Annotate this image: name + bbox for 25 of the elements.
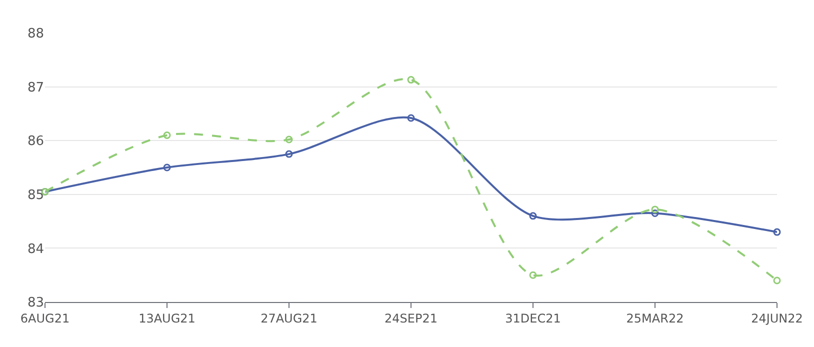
point — [651, 209, 659, 217]
x-tick-label: 25MAR22 — [626, 311, 684, 326]
y-tick-label: 85 — [27, 188, 44, 203]
point — [773, 276, 781, 284]
point — [163, 131, 171, 139]
point — [285, 136, 293, 144]
x-tick-label: 31DEC21 — [505, 311, 561, 326]
point — [407, 76, 415, 84]
y-tick-label: 86 — [27, 134, 44, 150]
point — [529, 271, 537, 279]
point — [773, 228, 781, 236]
point — [651, 206, 659, 214]
point — [285, 150, 293, 158]
x-tick-label: 24SEP21 — [384, 311, 438, 326]
point — [407, 114, 415, 122]
y-tick-label: 83 — [27, 296, 44, 311]
x-tick-label: 6AUG21 — [20, 311, 70, 326]
point — [163, 164, 171, 172]
x-tick-label: 13AUG21 — [138, 311, 196, 326]
x-tick-label: 27AUG21 — [260, 311, 318, 326]
y-tick-label: 84 — [27, 242, 44, 257]
y-tick-label: 88 — [27, 26, 44, 42]
x-tick-label: 24JUN22 — [751, 311, 803, 326]
point — [529, 212, 537, 220]
y-tick-label: 87 — [27, 80, 44, 96]
